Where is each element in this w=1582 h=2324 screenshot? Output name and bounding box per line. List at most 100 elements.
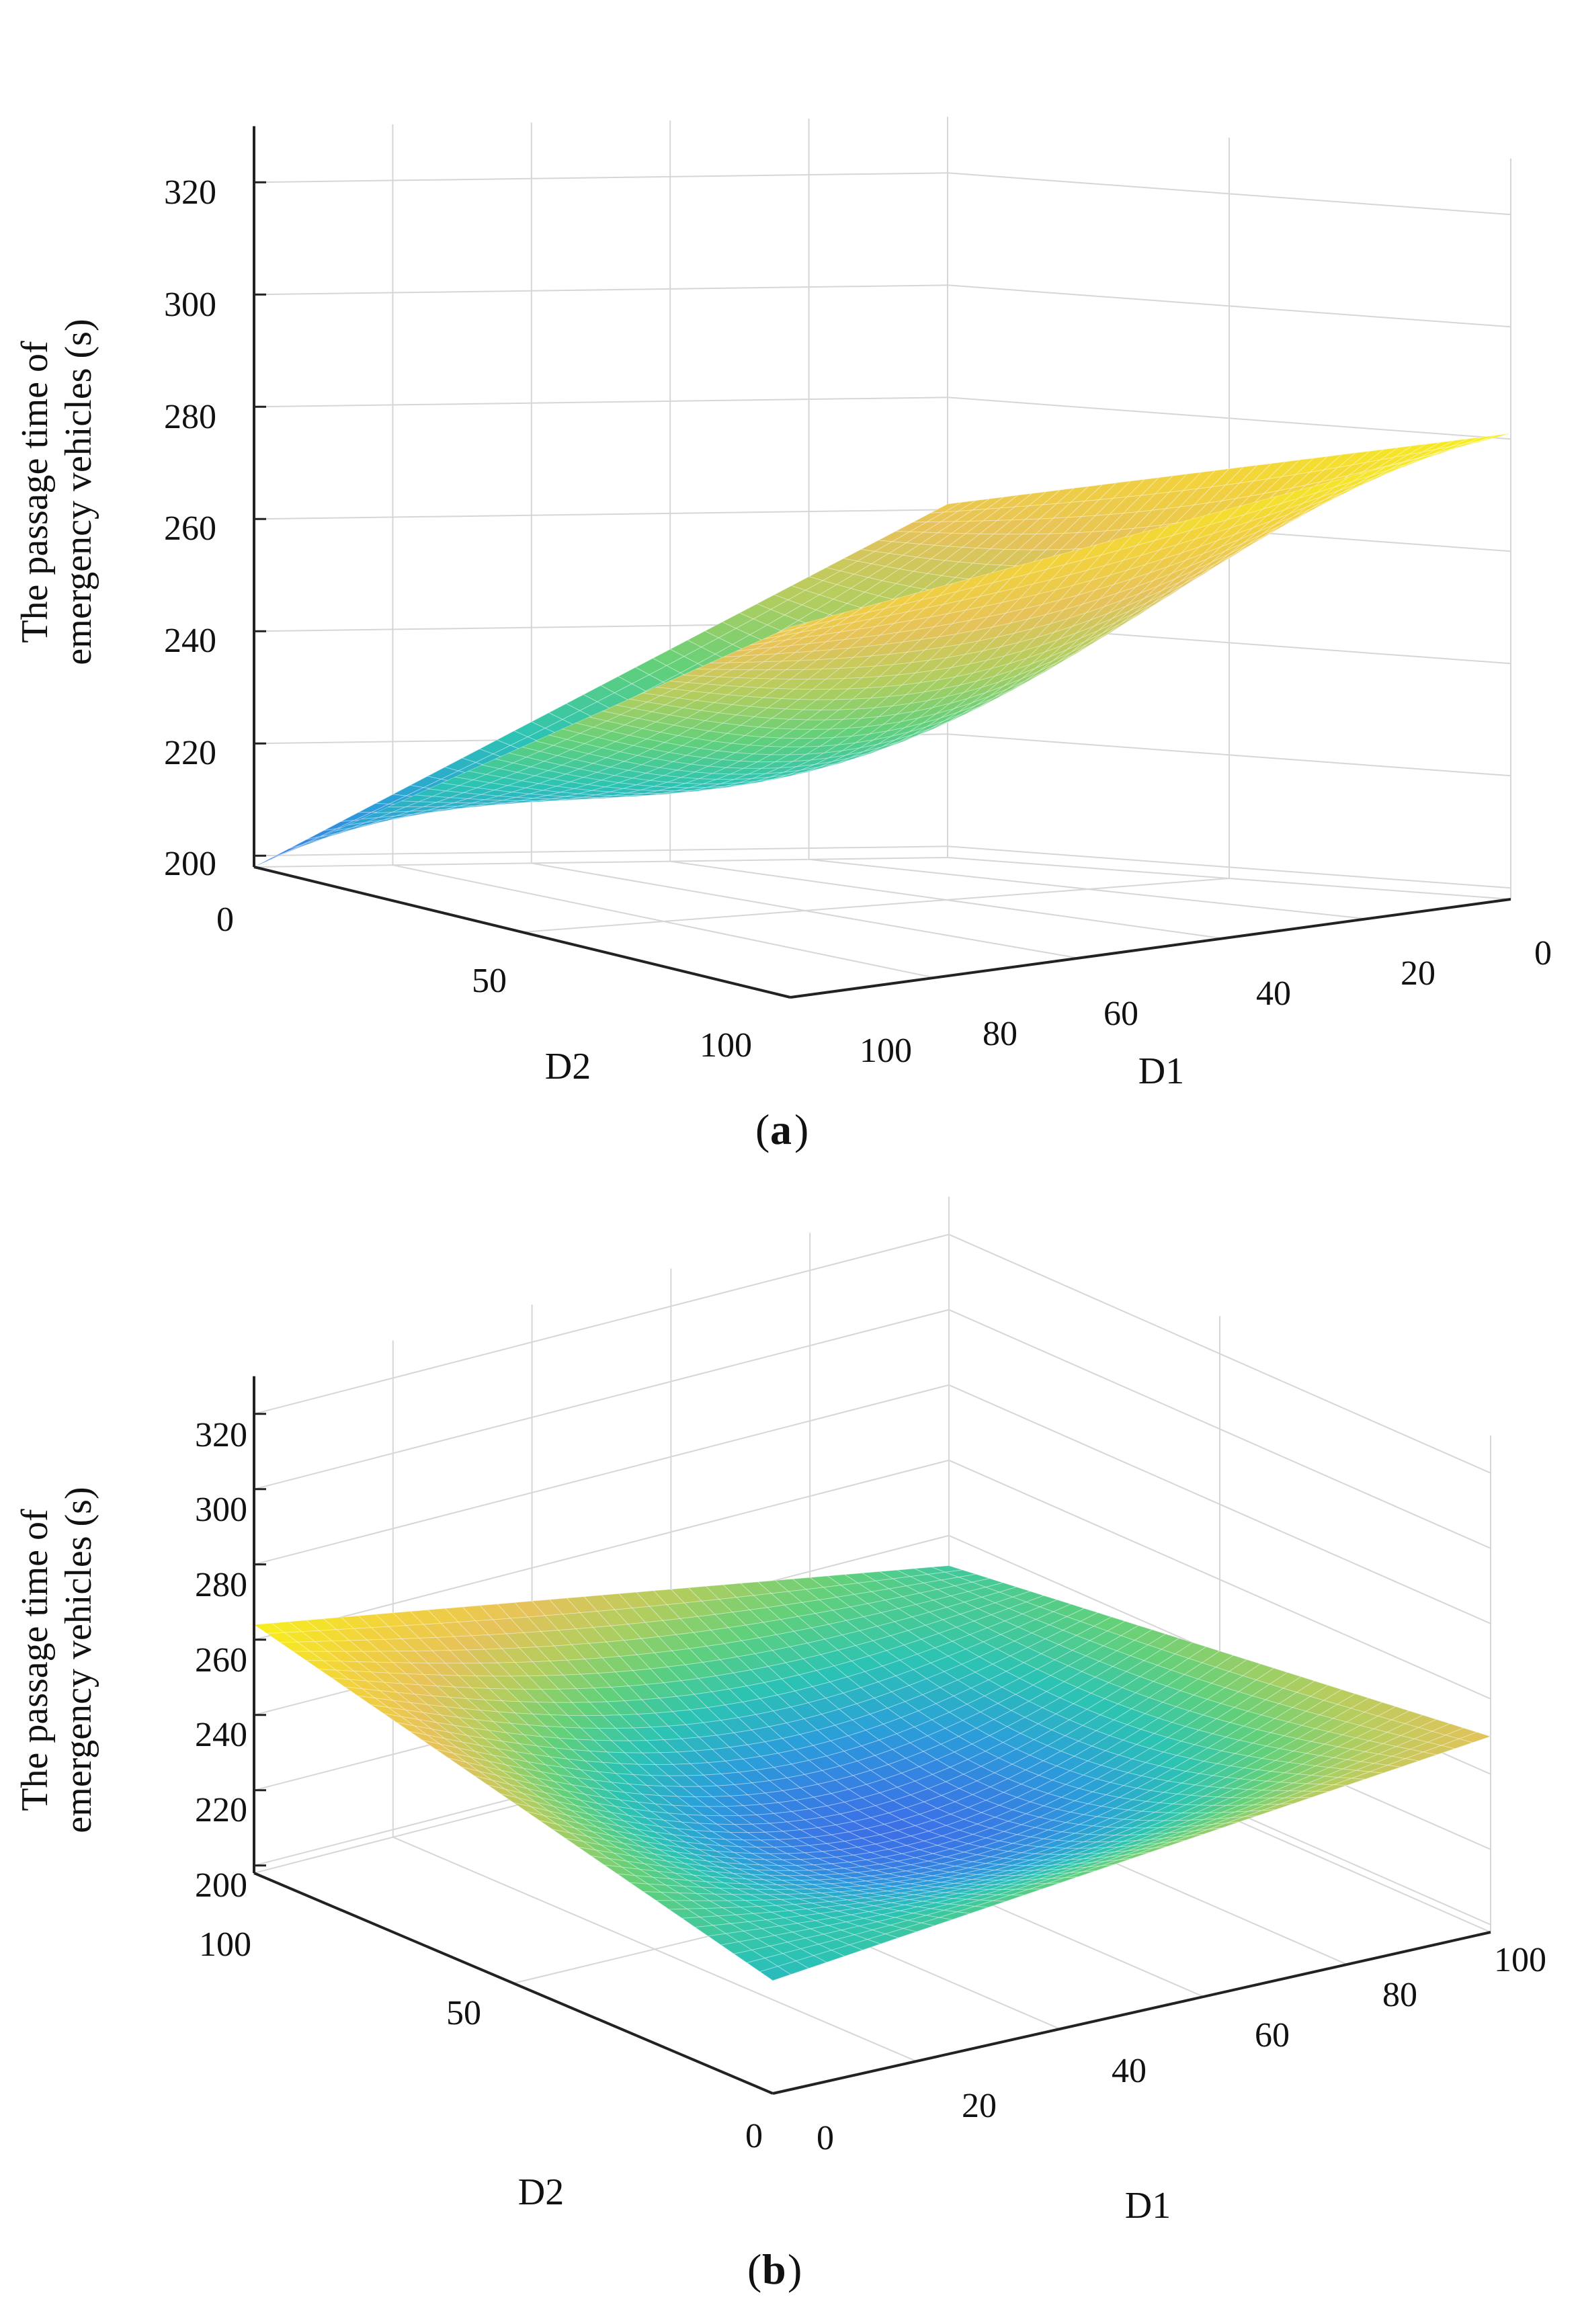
surface-patch — [957, 1905, 989, 1914]
surface-patch — [676, 1852, 708, 1862]
surface-patch — [1149, 1737, 1182, 1753]
surface-patch — [1136, 1845, 1168, 1854]
surface-patch — [618, 1654, 651, 1671]
surface-patch — [1127, 1843, 1159, 1852]
surface-patch — [583, 1594, 616, 1612]
surface-patch — [1174, 1642, 1207, 1659]
surface-patch — [1011, 1874, 1044, 1880]
gridline — [253, 1309, 950, 1490]
surface-patch — [1283, 1763, 1317, 1775]
d2-tick-label: 0 — [745, 2117, 763, 2155]
surface-patch — [776, 622, 809, 634]
surface-patch — [1038, 1859, 1071, 1866]
surface-patch — [418, 1719, 450, 1733]
surface-patch — [913, 1908, 944, 1916]
surface-patch — [358, 1695, 388, 1708]
surface-patch — [1034, 1847, 1067, 1855]
panel-a-axes — [253, 126, 1511, 999]
surface-patch — [659, 1696, 691, 1712]
surface-patch — [655, 1900, 688, 1910]
surface-patch — [1074, 1861, 1106, 1869]
d1-tick-label: 20 — [1401, 954, 1435, 993]
surface-patch — [353, 1627, 386, 1641]
z-tick-label: 280 — [195, 1566, 247, 1604]
d2-axis-label: D2 — [545, 1046, 591, 1087]
surface-patch — [932, 1872, 964, 1878]
gridline — [522, 878, 1230, 933]
gridline — [948, 1384, 1491, 1624]
surface-patch — [930, 1903, 962, 1911]
surface-patch — [1002, 1824, 1036, 1835]
surface-patch — [501, 1740, 534, 1755]
surface-patch — [1280, 1774, 1312, 1784]
surface-patch — [553, 1702, 586, 1716]
surface-patch — [505, 1788, 536, 1803]
surface-patch — [816, 1896, 848, 1903]
surface-patch — [474, 1619, 507, 1636]
surface-patch — [1122, 1775, 1156, 1789]
surface-patch — [636, 1850, 667, 1862]
surface-patch — [558, 1737, 591, 1752]
surface-patch — [1208, 1821, 1240, 1830]
panel-b-axes — [253, 1376, 1491, 2095]
surface-patch — [575, 716, 608, 728]
surface-patch — [1065, 1814, 1099, 1825]
d2-tick-label: 50 — [472, 962, 507, 1000]
surface-patch — [945, 1569, 976, 1578]
surface-patch — [509, 1616, 542, 1633]
surface-patch — [799, 1784, 833, 1798]
surface-patch — [763, 1879, 796, 1885]
surface-patch — [323, 1616, 355, 1630]
surface-patch — [1251, 1684, 1284, 1700]
surface-patch — [878, 1786, 912, 1801]
surface-patch — [1069, 1865, 1101, 1874]
surface-patch — [610, 1686, 643, 1702]
surface-patch — [642, 1891, 675, 1901]
surface-patch — [1128, 1827, 1160, 1835]
surface-patch — [593, 1686, 626, 1702]
surface-patch — [929, 1655, 963, 1672]
surface-patch — [1153, 1768, 1188, 1782]
surface-patch — [1003, 1870, 1035, 1876]
surface-patch — [945, 1774, 978, 1789]
surface-patch — [778, 1864, 809, 1871]
surface-patch — [712, 1923, 745, 1934]
surface-patch — [990, 1851, 1022, 1859]
surface-patch — [738, 1846, 769, 1854]
surface-patch — [799, 1729, 832, 1746]
surface-patch — [804, 1851, 836, 1859]
surface-patch — [1134, 1681, 1168, 1698]
surface-patch — [1266, 1797, 1298, 1805]
surface-patch — [791, 1928, 825, 1939]
d2-axis-line — [253, 1872, 774, 2095]
surface-patch — [909, 1895, 941, 1902]
surface-patch — [606, 1751, 639, 1765]
surface-patch — [989, 1884, 1021, 1890]
surface-patch — [1190, 1827, 1222, 1836]
surface-patch — [710, 655, 742, 663]
surface-patch — [671, 1709, 704, 1725]
surface-patch — [806, 1907, 838, 1914]
surface-patch — [1359, 1715, 1392, 1730]
surface-patch — [702, 1865, 734, 1874]
surface-patch — [1145, 1836, 1177, 1845]
surface-patch — [701, 1599, 733, 1615]
panel-b-chart: 200 220 240 260 280 300 320 The passage … — [14, 1196, 1546, 2293]
z-tick-label: 280 — [164, 398, 216, 436]
gridline — [947, 845, 1511, 889]
gridline — [947, 397, 1511, 440]
surface-patch — [1146, 1820, 1177, 1829]
gridline — [253, 845, 948, 857]
surface-patch — [448, 1649, 481, 1664]
surface-patch — [396, 1692, 429, 1706]
surface-patch — [808, 1869, 840, 1876]
surface-patch — [914, 1819, 948, 1832]
surface-patch — [839, 1872, 871, 1878]
gridline — [253, 172, 948, 183]
gridline — [253, 397, 948, 408]
surface-patch — [668, 1908, 702, 1919]
z-axis-label-line-1: The passage time of — [14, 1509, 56, 1811]
surface-patch — [667, 1724, 700, 1739]
surface-patch — [335, 1628, 368, 1641]
panel-a-surface — [253, 433, 1511, 868]
